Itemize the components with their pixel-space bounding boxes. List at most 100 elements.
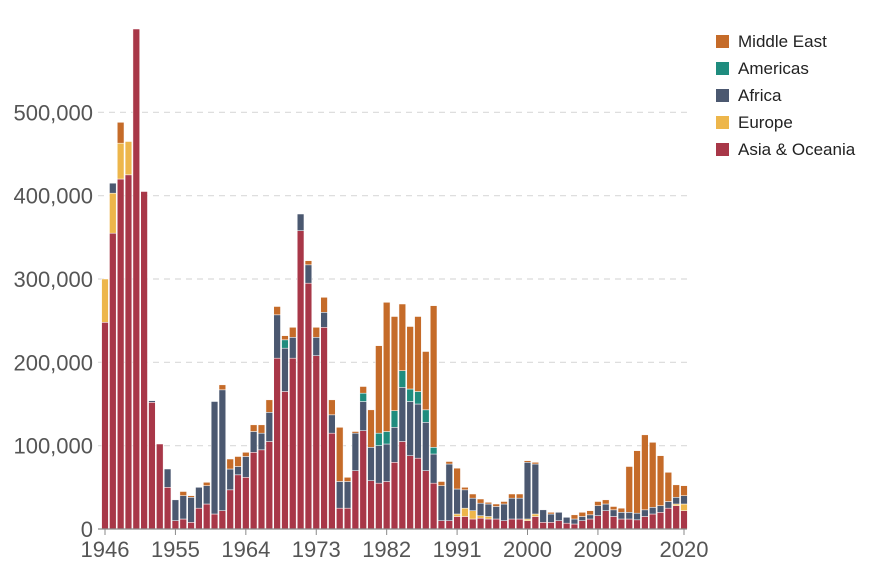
bar-americas-1984 bbox=[398, 370, 406, 388]
bar-middle-east-1968 bbox=[273, 306, 281, 316]
bar-europe-1991 bbox=[453, 513, 461, 517]
bar-middle-east-1980 bbox=[367, 409, 375, 448]
bar-asia-oceania-1985 bbox=[406, 455, 414, 530]
bar-middle-east-2017 bbox=[656, 455, 665, 506]
bar-middle-east-1997 bbox=[500, 501, 508, 505]
bar-asia-oceania-2020 bbox=[680, 510, 688, 530]
bar-middle-east-1981 bbox=[375, 345, 383, 434]
bar-europe-1948 bbox=[117, 142, 125, 180]
bar-asia-oceania-1988 bbox=[430, 482, 438, 530]
bar-africa-1960 bbox=[210, 401, 219, 515]
bar-asia-oceania-2003 bbox=[547, 522, 555, 530]
bar-asia-oceania-2015 bbox=[641, 516, 649, 530]
bar-americas-1983 bbox=[390, 410, 399, 428]
bar-middle-east-2011 bbox=[609, 506, 618, 511]
bar-middle-east-2006 bbox=[570, 514, 579, 520]
bar-asia-oceania-1958 bbox=[195, 507, 203, 530]
bar-africa-1961 bbox=[218, 389, 226, 511]
bar-africa-1991 bbox=[453, 488, 461, 515]
y-tick-label: 300,000 bbox=[13, 267, 93, 292]
bar-asia-oceania-1947 bbox=[109, 232, 117, 530]
bar-middle-east-1999 bbox=[516, 493, 524, 499]
bar-asia-oceania-2001 bbox=[531, 516, 539, 530]
bar-middle-east-1989 bbox=[437, 481, 446, 486]
bar-europe-1994 bbox=[476, 515, 485, 519]
bar-europe-1947 bbox=[109, 192, 117, 234]
bar-europe-1946 bbox=[101, 278, 109, 323]
bar-asia-oceania-1978 bbox=[351, 470, 359, 530]
y-axis-ticks: 0 100,000 200,000 300,000 400,000 500,000 bbox=[13, 100, 93, 542]
bar-asia-oceania-1966 bbox=[257, 449, 266, 530]
bar-africa-1998 bbox=[508, 497, 516, 520]
bar-middle-east-1988 bbox=[430, 305, 438, 448]
bar-asia-oceania-1956 bbox=[179, 518, 187, 530]
bar-asia-oceania-1993 bbox=[469, 518, 477, 530]
bar-africa-1970 bbox=[289, 337, 297, 359]
bar-africa-1986 bbox=[414, 403, 422, 459]
bar-middle-east-1984 bbox=[398, 303, 406, 371]
bar-europe-2001 bbox=[531, 513, 539, 517]
bar-africa-1966 bbox=[257, 432, 266, 451]
bar-africa-1957 bbox=[187, 497, 195, 523]
bar-asia-oceania-1983 bbox=[390, 462, 399, 530]
bar-asia-oceania-1964 bbox=[242, 477, 250, 530]
bar-asia-oceania-2002 bbox=[539, 522, 547, 530]
bar-asia-oceania-2010 bbox=[602, 510, 610, 530]
bar-americas-1985 bbox=[406, 388, 414, 402]
legend-label-europe: Europe bbox=[738, 112, 793, 132]
bar-middle-east-1998 bbox=[508, 493, 516, 499]
bar-middle-east-1972 bbox=[304, 260, 313, 266]
bar-middle-east-1975 bbox=[328, 399, 336, 416]
bar-africa-1982 bbox=[383, 443, 391, 482]
bar-africa-1952 bbox=[148, 400, 156, 403]
bar-africa-2002 bbox=[539, 509, 547, 523]
bar-africa-1954 bbox=[163, 468, 172, 488]
bar-asia-oceania-1977 bbox=[343, 507, 352, 530]
bar-americas-1979 bbox=[359, 392, 367, 402]
bar-asia-oceania-1995 bbox=[484, 518, 493, 530]
bar-asia-oceania-1994 bbox=[476, 517, 485, 530]
bar-americas-1987 bbox=[422, 409, 430, 423]
bar-asia-oceania-2019 bbox=[672, 505, 680, 530]
bar-middle-east-2020 bbox=[680, 485, 688, 496]
bar-middle-east-2012 bbox=[617, 507, 626, 513]
bar-middle-east-2014 bbox=[633, 450, 641, 514]
bar-africa-2019 bbox=[672, 497, 680, 505]
legend-swatch-africa bbox=[716, 89, 729, 102]
bar-asia-oceania-1974 bbox=[320, 327, 328, 530]
x-tick-label: 1955 bbox=[151, 537, 200, 562]
x-tick-label: 1946 bbox=[81, 537, 130, 562]
bar-africa-1968 bbox=[273, 314, 281, 359]
bar-africa-2020 bbox=[680, 495, 688, 505]
bar-middle-east-1965 bbox=[250, 424, 258, 432]
bar-asia-oceania-1987 bbox=[422, 470, 430, 530]
bar-middle-east-2009 bbox=[594, 501, 602, 506]
y-tick-label: 0 bbox=[81, 517, 93, 542]
bar-europe-1992 bbox=[461, 507, 469, 517]
bar-middle-east-1956 bbox=[179, 491, 187, 496]
bar-middle-east-1976 bbox=[336, 427, 344, 482]
bar-africa-2016 bbox=[649, 507, 657, 515]
bar-africa-1969 bbox=[281, 347, 289, 392]
bar-africa-1989 bbox=[437, 485, 446, 521]
legend-label-asia-oceania: Asia & Oceania bbox=[738, 139, 856, 159]
bar-africa-1979 bbox=[359, 401, 367, 431]
bar-africa-1992 bbox=[461, 489, 469, 509]
bar-africa-1958 bbox=[195, 487, 203, 509]
bar-asia-oceania-1962 bbox=[226, 489, 234, 530]
bar-middle-east-2010 bbox=[602, 499, 610, 505]
bar-africa-1971 bbox=[296, 213, 305, 231]
bar-middle-east-1990 bbox=[445, 461, 453, 465]
bar-middle-east-1982 bbox=[383, 302, 391, 432]
bar-asia-oceania-1973 bbox=[312, 355, 320, 530]
bar-asia-oceania-2008 bbox=[586, 518, 594, 530]
bar-africa-2009 bbox=[594, 505, 602, 516]
x-tick-label: 1991 bbox=[433, 537, 482, 562]
bar-asia-oceania-1991 bbox=[453, 516, 461, 530]
bar-africa-1975 bbox=[328, 414, 336, 434]
bar-asia-oceania-1951 bbox=[140, 191, 148, 530]
bar-asia-oceania-2017 bbox=[656, 512, 665, 530]
bar-middle-east-2007 bbox=[578, 512, 586, 517]
legend: Middle East Americas Africa Europe Asia … bbox=[716, 28, 855, 163]
bar-middle-east-1966 bbox=[257, 424, 266, 434]
